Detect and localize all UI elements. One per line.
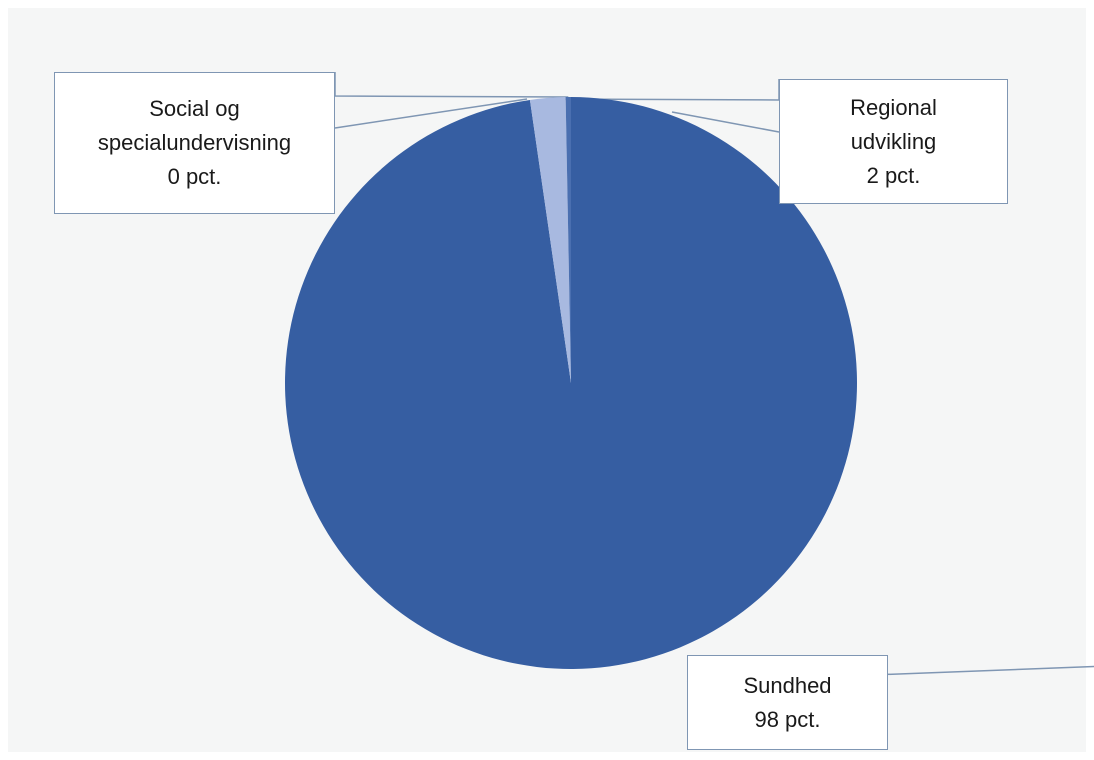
- leader-line-regional-2: [671, 111, 780, 133]
- label-regional-value: 2 pct.: [866, 162, 921, 188]
- label-sundhed-line1: Sundhed: [743, 672, 832, 698]
- label-sundhed-value: 98 pct.: [754, 706, 821, 732]
- label-social-value: 0 pct.: [167, 164, 222, 189]
- leader-line-social: [334, 72, 569, 98]
- label-regional: Regional udvikling 2 pct.: [779, 79, 1008, 204]
- pie-slice-social-og-specialundervisning: [565, 97, 571, 383]
- label-social-line1: Social og: [149, 96, 240, 121]
- label-regional-line2: udvikling: [850, 128, 937, 154]
- pie-slice-regional-udvikling: [529, 97, 571, 383]
- label-sundhed: Sundhed 98 pct.: [687, 655, 888, 750]
- pie-slices: [284, 97, 857, 670]
- label-regional-line1: Regional: [850, 94, 937, 120]
- leader-line-regional: [547, 79, 780, 101]
- pie-slice-sundhed: [284, 97, 857, 670]
- leader-line-social-2: [334, 98, 528, 129]
- label-social: Social og specialundervisning 0 pct.: [54, 72, 335, 214]
- label-social-line2: specialundervisning: [97, 130, 292, 155]
